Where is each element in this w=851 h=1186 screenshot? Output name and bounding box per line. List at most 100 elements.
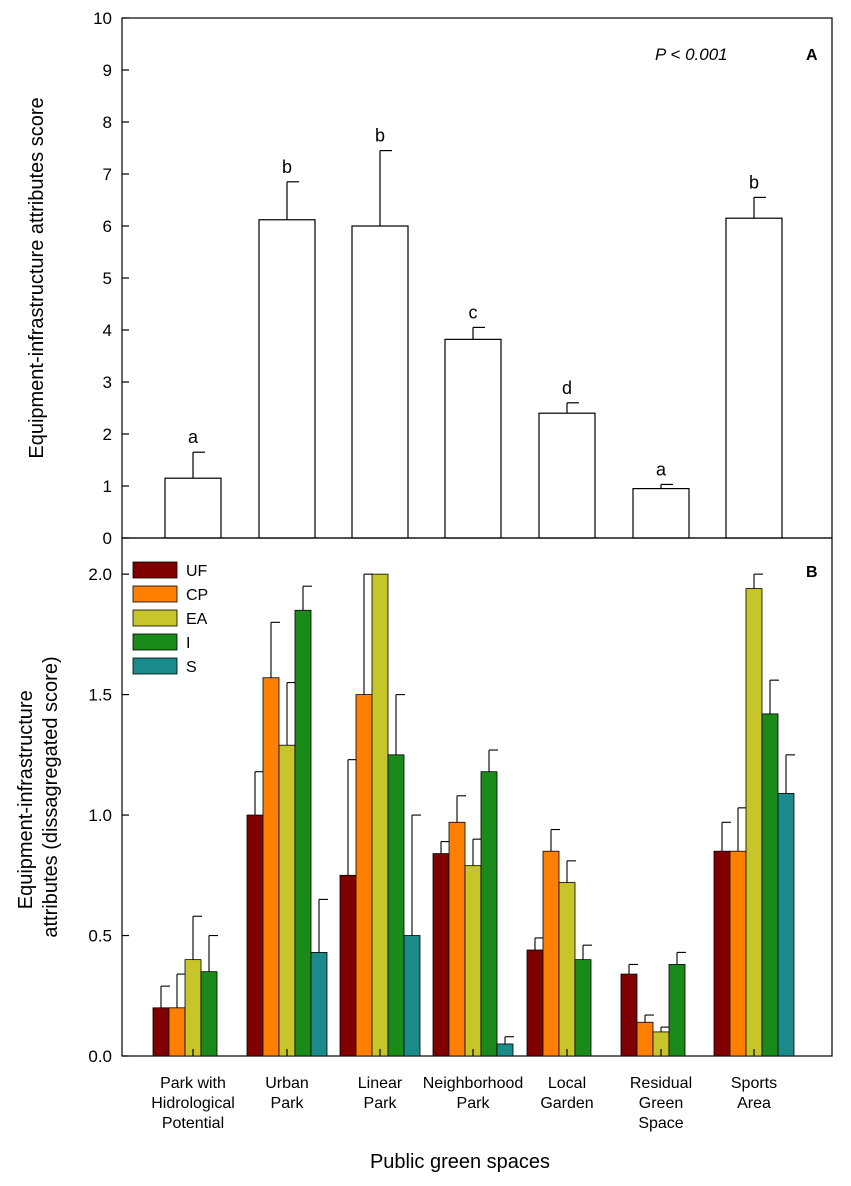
panel-b-bar-ea [745, 588, 763, 1057]
x-axis-category-label-line: Park [457, 1095, 491, 1112]
legend-label-uf: UF [186, 563, 208, 580]
panel-a-significance-letter: c [469, 302, 478, 322]
x-axis-category-label-line: Neighborhood [423, 1075, 524, 1092]
panel-b-y-tick-label: 0.5 [88, 927, 112, 946]
panel-a-bars: a b b c d a b [164, 126, 783, 539]
panel-b-bar-cp [729, 850, 747, 1057]
p-value-annotation: P < 0.001 [655, 45, 728, 64]
panel-b-bar-s [403, 935, 421, 1057]
panel-b-bar-uf [246, 814, 264, 1057]
panel-a-label: A [806, 47, 818, 64]
x-axis-category-label-line: Local [548, 1075, 586, 1092]
x-axis-category-label: Sports Area [731, 1075, 777, 1112]
panel-b-bar-ea [464, 865, 482, 1057]
panel-b-y-tick-label: 2.0 [88, 565, 112, 584]
panel-a-y-tick-label: 3 [103, 373, 112, 392]
panel-b-bar-i [668, 964, 686, 1057]
panel-b-y-axis: 0.0 0.5 1.0 1.5 2.0 [88, 565, 129, 1066]
panel-b-bar-s [496, 1043, 514, 1057]
panel-b-y-tick-label: 1.5 [88, 686, 112, 705]
x-axis-category-label-line: Urban [265, 1075, 309, 1092]
panel-b-bar-cp [542, 850, 560, 1057]
x-axis-category-label-line: Park with [160, 1075, 226, 1092]
panel-a-y-tick-label: 7 [103, 165, 112, 184]
legend-swatch-uf [132, 561, 178, 579]
panel-b-bar-ea [371, 573, 389, 1057]
panel-a-y-tick-label: 4 [103, 321, 112, 340]
panel-a-significance-letter: a [656, 459, 667, 479]
panel-a-y-axis-label: Equipment-infrastructure attributes scor… [26, 97, 48, 458]
panel-a-significance-letter: b [749, 172, 759, 192]
legend-swatch-cp [132, 585, 178, 603]
x-axis-category-label-line: Space [638, 1115, 683, 1132]
panel-a-bar [351, 225, 409, 539]
panel-b-y-tick-label: 1.0 [88, 806, 112, 825]
x-axis-category-label: Linear Park [358, 1075, 403, 1112]
panel-b-bar-uf [713, 850, 731, 1057]
panel-a-significance-letter: b [375, 126, 385, 146]
panel-a-bar [258, 219, 316, 539]
x-axis-category-label: Local Garden [540, 1075, 593, 1112]
x-axis-category-label: Urban Park [265, 1075, 309, 1112]
panel-a-y-tick-label: 9 [103, 61, 112, 80]
panel-b-bar-i [761, 713, 779, 1057]
x-axis-category-label-line: Area [737, 1095, 771, 1112]
legend-swatch-ea [132, 609, 178, 627]
x-axis-category-label: Park with Hidrological Potential [151, 1075, 235, 1132]
legend-label-ea: EA [186, 611, 208, 628]
panel-b-bar-i [574, 959, 592, 1057]
x-axis-category-label: Residual Green Space [630, 1075, 692, 1132]
panel-a-y-tick-label: 2 [103, 425, 112, 444]
panel-a-y-tick-label: 5 [103, 269, 112, 288]
panel-b-y-tick-label: 0.0 [88, 1047, 112, 1066]
x-axis-category-label-line: Potential [162, 1115, 224, 1132]
panel-b: 0.0 0.5 1.0 1.5 2.0 B Equipment-infrastructu… [15, 537, 833, 1066]
panel-a-significance-letter: d [562, 378, 572, 398]
x-axis-category-label-line: Park [271, 1095, 305, 1112]
panel-b-bar-i [480, 771, 498, 1057]
panel-b-y-axis-label-line-1: Equipment-infrastructure [15, 690, 37, 909]
legend-label-i: I [186, 635, 190, 652]
panel-a-significance-letter: a [188, 427, 199, 447]
panel-b-bar-uf [339, 874, 357, 1057]
x-axis-category-label-line: Green [639, 1095, 683, 1112]
panel-a-significance-letter: b [282, 157, 292, 177]
panel-b-bar-uf [620, 973, 638, 1057]
panel-b-bar-i [387, 754, 405, 1057]
panel-b-bar-cp [355, 694, 373, 1057]
panel-b-bar-uf [152, 1007, 170, 1057]
x-axis-category-label-line: Garden [540, 1095, 593, 1112]
x-axis-category-label-line: Hidrological [151, 1095, 235, 1112]
legend-swatch-s [132, 657, 178, 675]
x-axis-category-label-line: Residual [630, 1075, 692, 1092]
panel-b-bar-s [777, 792, 795, 1057]
panel-b-bar-ea [184, 959, 202, 1057]
panel-b-bar-i [200, 971, 218, 1057]
panel-a-bar [444, 338, 502, 539]
panel-b-bar-uf [432, 853, 450, 1057]
x-axis-category-label: Neighborhood Park [423, 1075, 524, 1112]
panel-b-legend: UF CP EA IS [132, 561, 208, 676]
panel-a-bar [164, 477, 222, 539]
panel-a-y-tick-label: 10 [93, 9, 112, 28]
x-axis-category-label-line: Sports [731, 1075, 777, 1092]
legend-label-cp: CP [186, 587, 208, 604]
panel-b-label: B [806, 564, 818, 581]
panel-a-y-tick-label: 0 [103, 529, 112, 548]
panel-b-y-axis-label: Equipment-infrastructure attributes (dis… [15, 656, 62, 937]
panel-b-bar-cp [168, 1007, 186, 1057]
legend-label-s: S [186, 659, 197, 676]
panel-a-y-tick-label: 6 [103, 217, 112, 236]
panel-b-bar-ea [558, 882, 576, 1057]
panel-a-y-axis: 0 1 2 3 4 5 6 7 8 9 10 [93, 9, 129, 548]
panel-a-bar [538, 412, 596, 539]
panel-a-y-tick-label: 8 [103, 113, 112, 132]
x-axis-label: Public green spaces [370, 1151, 550, 1173]
panel-a-y-tick-label: 1 [103, 477, 112, 496]
panel-b-bars [152, 573, 795, 1057]
x-axis-category-label-line: Linear [358, 1075, 403, 1092]
panel-b-bar-cp [448, 821, 466, 1057]
x-axis-category-label-line: Park [364, 1095, 398, 1112]
